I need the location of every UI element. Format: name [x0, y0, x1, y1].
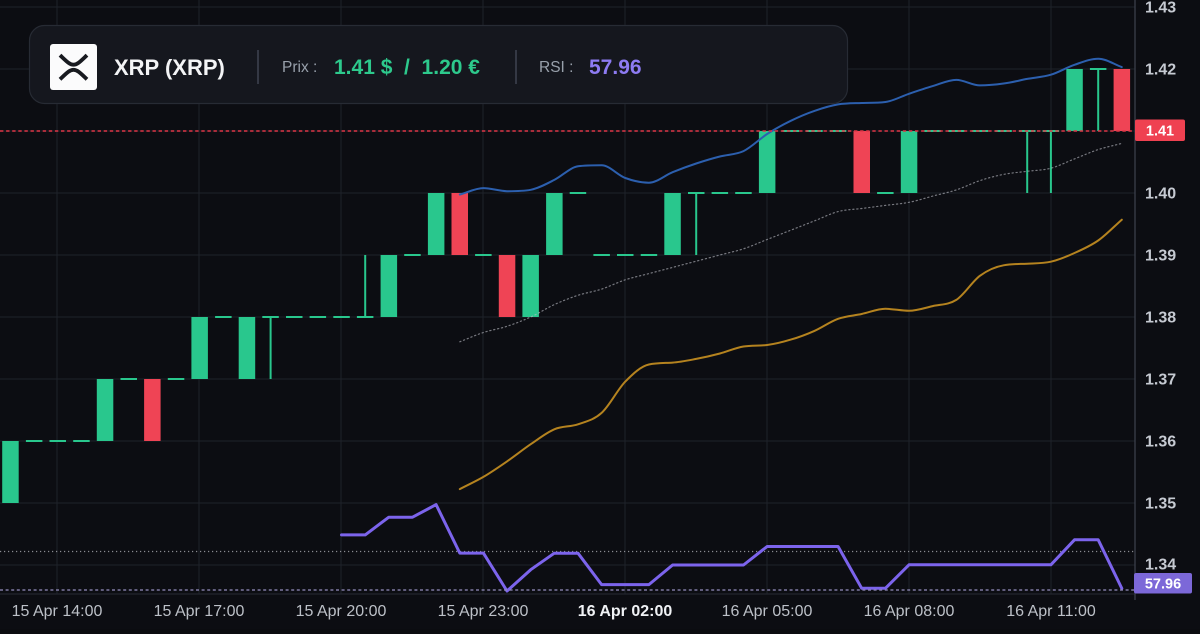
svg-text:1.35: 1.35	[1145, 496, 1176, 513]
svg-text:16 Apr 11:00: 16 Apr 11:00	[1006, 603, 1096, 620]
svg-text:XRP (XRP): XRP (XRP)	[114, 55, 225, 80]
svg-text:1.36: 1.36	[1145, 434, 1176, 451]
svg-text:1.34: 1.34	[1145, 557, 1176, 574]
svg-text:15 Apr 14:00: 15 Apr 14:00	[12, 603, 103, 620]
svg-text:1.41: 1.41	[1146, 124, 1174, 140]
svg-text:1.42: 1.42	[1145, 62, 1176, 79]
svg-text:1.43: 1.43	[1145, 0, 1176, 17]
svg-text:16 Apr 05:00: 16 Apr 05:00	[722, 603, 813, 620]
svg-text:15 Apr 23:00: 15 Apr 23:00	[438, 603, 529, 620]
svg-text:57.96: 57.96	[589, 56, 642, 79]
svg-text:1.41 $ / 1.20 €: 1.41 $ / 1.20 €	[334, 56, 480, 79]
svg-text:1.38: 1.38	[1145, 310, 1176, 327]
svg-text:15 Apr 17:00: 15 Apr 17:00	[154, 603, 245, 620]
svg-text:Prix :: Prix :	[282, 59, 317, 76]
svg-text:16 Apr 02:00: 16 Apr 02:00	[578, 603, 673, 620]
svg-text:1.40: 1.40	[1145, 186, 1176, 203]
svg-text:16 Apr 08:00: 16 Apr 08:00	[864, 603, 955, 620]
svg-text:15 Apr 20:00: 15 Apr 20:00	[296, 603, 387, 620]
svg-text:57.96: 57.96	[1145, 577, 1181, 593]
svg-text:1.37: 1.37	[1145, 372, 1176, 389]
svg-text:1.39: 1.39	[1145, 248, 1176, 265]
svg-text:RSI :: RSI :	[539, 59, 573, 76]
